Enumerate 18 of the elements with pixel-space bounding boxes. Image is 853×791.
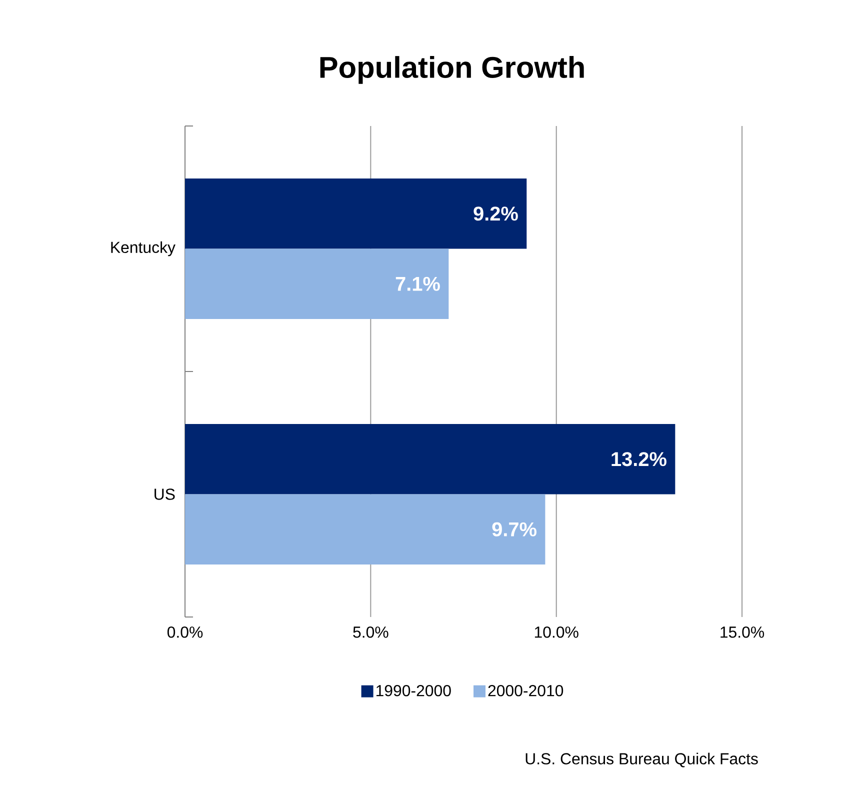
bar [185,494,546,564]
x-tick-label: 0.0% [167,626,203,638]
y-tick-label: US [154,488,175,500]
x-tick-label: 10.0% [534,626,578,638]
data-label: 9.7% [492,522,536,536]
data-label: 7.1% [396,276,440,291]
data-label: 13.2% [612,452,666,466]
legend-label: 2000-2010 [488,685,564,696]
text: U.S. Census Bureau Quick Facts [526,752,758,768]
bar [185,424,676,494]
x-tick-label: 5.0% [353,626,388,638]
bar [185,248,449,319]
data-label: 9.2% [474,206,518,221]
bar [185,178,527,249]
x-tick-label: 15.0% [720,626,764,638]
y-tick-label: Kentucky [111,241,176,256]
chart-title: Population Growth [320,56,584,84]
legend-label: 1990-2000 [376,685,451,696]
